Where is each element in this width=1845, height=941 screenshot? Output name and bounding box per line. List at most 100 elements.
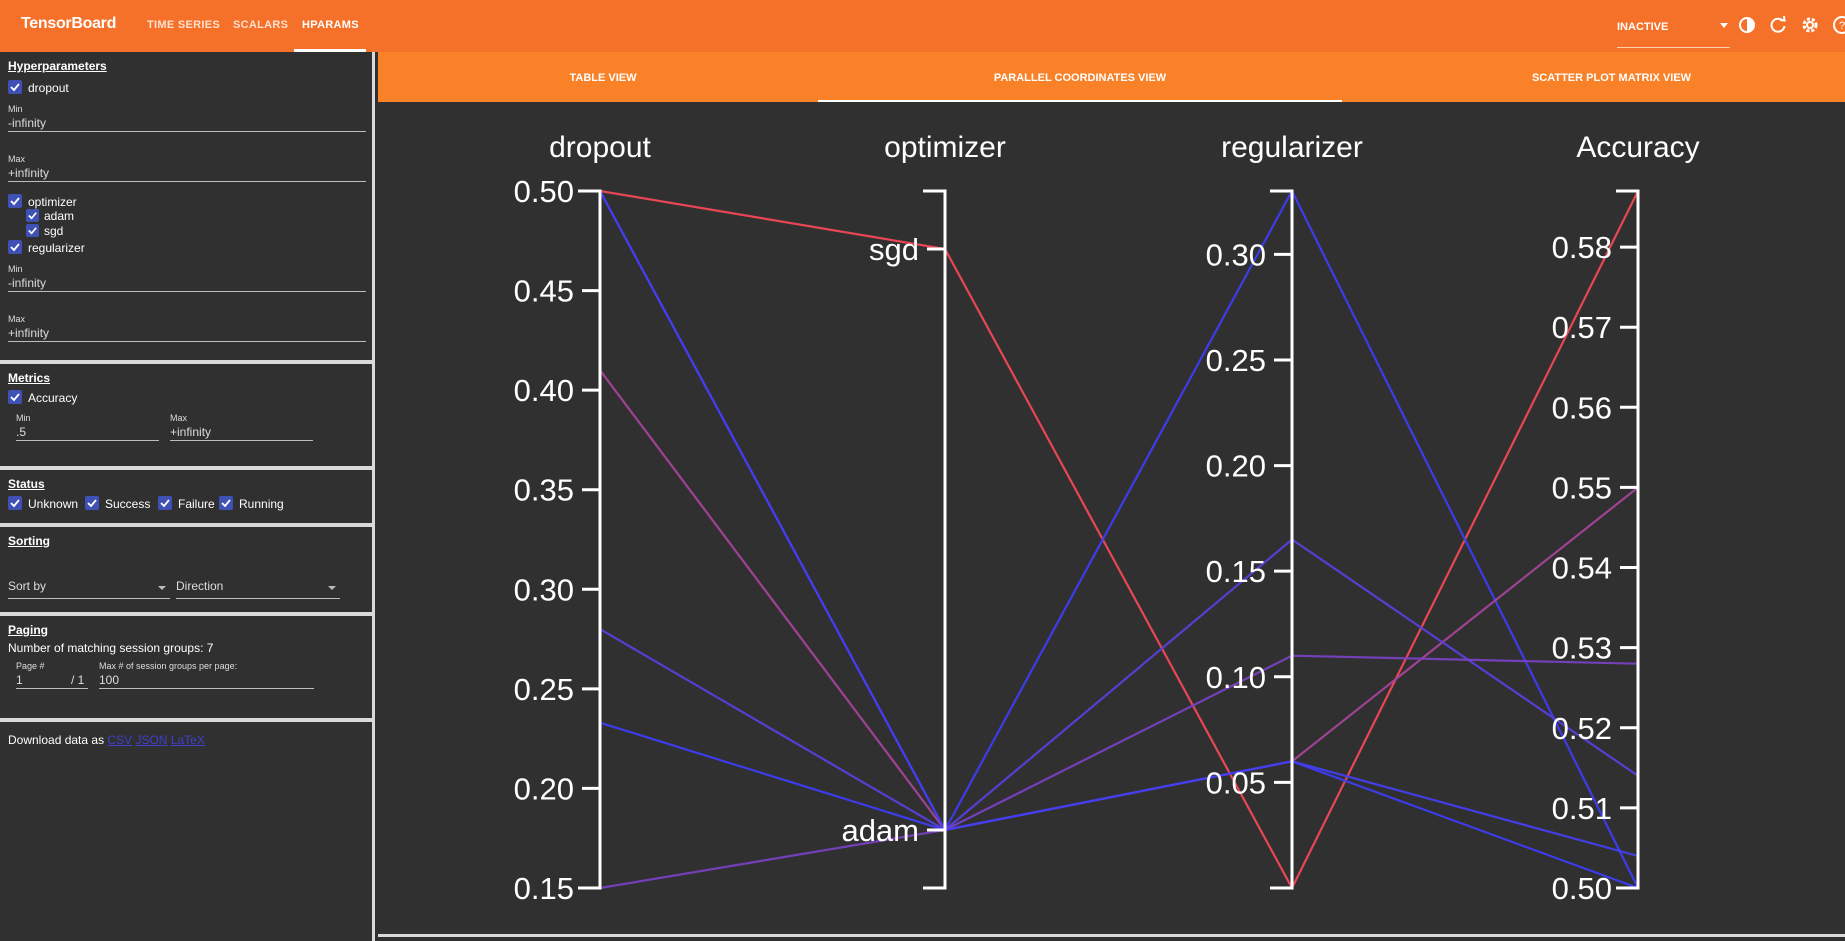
- nav-tab-scalars[interactable]: SCALARS: [233, 19, 289, 31]
- tab-scatter-plot-matrix-view[interactable]: SCATTER PLOT MATRIX VIEW: [1531, 72, 1692, 84]
- dropout-min-field[interactable]: -infinity: [8, 114, 366, 132]
- tab-parallel-coordinates-view[interactable]: PARALLEL COORDINATES VIEW: [993, 72, 1167, 84]
- accuracy-checkbox[interactable]: [8, 390, 22, 404]
- optimizer-label: optimizer: [28, 195, 77, 209]
- paging-title: Paging: [8, 623, 49, 637]
- status-failure-checkbox[interactable]: [158, 496, 172, 510]
- optimizer-sgd-label: sgd: [44, 224, 64, 238]
- axis-accuracy[interactable]: Accuracy 0.58 0.57 0.56 0.55 0.54 0.53 0.52 0.51…: [1552, 131, 1700, 906]
- status-unknown-label: Unknown: [28, 497, 79, 511]
- optimizer-sgd-checkbox[interactable]: [26, 224, 39, 237]
- sort-by-select[interactable]: Sort by: [8, 579, 170, 599]
- tick-label: 0.20: [1206, 449, 1266, 484]
- axis-dropout[interactable]: dropout 0.50 0.45 0.40 0.35 0.30 0.25 0.20 0.15: [514, 131, 652, 906]
- gear-icon[interactable]: [1799, 14, 1821, 36]
- bottom-divider: [378, 934, 1845, 937]
- filter-sidebar: Hyperparameters dropout Min -infinity Ma…: [0, 52, 375, 941]
- regularizer-max-label: Max: [8, 314, 26, 324]
- axis-title: Accuracy: [1576, 131, 1699, 164]
- axis-line: [1616, 189, 1640, 890]
- axis-regularizer[interactable]: regularizer 0.30 0.25 0.20 0.15 0.10 0.05: [1206, 131, 1363, 890]
- tick-label: 0.10: [1206, 660, 1266, 695]
- tab-table-view[interactable]: TABLE VIEW: [569, 72, 637, 84]
- session-line[interactable]: [599, 538, 1639, 832]
- theme-toggle-icon[interactable]: [1736, 14, 1758, 36]
- download-csv-link[interactable]: CSV: [107, 733, 133, 747]
- download-latex-link[interactable]: LaTeX: [170, 733, 205, 747]
- session-line[interactable]: [599, 654, 1639, 890]
- tick-label: 0.57: [1552, 310, 1612, 345]
- top-app-bar: TensorBoard TIME SERIES SCALARS HPARAMS …: [0, 0, 1845, 52]
- tick-label: 0.52: [1552, 711, 1612, 746]
- dropout-checkbox[interactable]: [8, 80, 22, 94]
- tick-label: 0.54: [1552, 551, 1612, 586]
- optimizer-adam-checkbox[interactable]: [26, 209, 39, 222]
- dropout-min-label: Min: [8, 104, 23, 114]
- active-view-indicator: [818, 100, 1342, 102]
- session-line[interactable]: [599, 369, 1639, 832]
- axis-title: regularizer: [1221, 131, 1363, 164]
- dropout-max-field[interactable]: +infinity: [8, 164, 366, 182]
- hyperparameters-section: Hyperparameters dropout Min -infinity Ma…: [0, 52, 372, 364]
- tick-label: 0.05: [1206, 765, 1266, 800]
- run-status-value: INACTIVE: [1617, 21, 1669, 33]
- per-page-label: Max # of session groups per page:: [99, 661, 238, 671]
- tick-label: 0.51: [1552, 791, 1612, 826]
- hyperparameters-title: Hyperparameters: [8, 59, 107, 73]
- active-tab-indicator: [294, 49, 366, 52]
- accuracy-max-label: Max: [170, 413, 188, 423]
- session-line[interactable]: [599, 188, 1639, 889]
- accuracy-label: Accuracy: [28, 391, 78, 405]
- page-number-label: Page #: [16, 661, 45, 671]
- page-total: / 1: [71, 673, 85, 687]
- session-line[interactable]: [599, 190, 1639, 858]
- run-status-select[interactable]: INACTIVE: [1617, 14, 1730, 48]
- nav-tab-time-series[interactable]: TIME SERIES: [147, 19, 220, 31]
- session-line[interactable]: [599, 189, 1639, 891]
- download-json-link[interactable]: JSON: [135, 733, 168, 747]
- direction-select[interactable]: Direction: [176, 579, 340, 599]
- direction-value: Direction: [176, 579, 224, 593]
- tick-label: 0.50: [1552, 871, 1612, 906]
- regularizer-min-field[interactable]: -infinity: [8, 274, 366, 292]
- tick-label: 0.50: [514, 174, 574, 209]
- dropout-max-label: Max: [8, 154, 26, 164]
- regularizer-max-field[interactable]: +infinity: [8, 324, 366, 342]
- per-page-field[interactable]: 100: [99, 671, 314, 689]
- tick-label: 0.40: [514, 373, 574, 408]
- regularizer-checkbox[interactable]: [8, 240, 22, 254]
- refresh-icon[interactable]: [1767, 14, 1789, 36]
- svg-text:?: ?: [1839, 20, 1845, 32]
- tick-label: 0.30: [1206, 237, 1266, 272]
- view-tab-bar: TABLE VIEW PARALLEL COORDINATES VIEW SCA…: [378, 52, 1845, 102]
- status-success-label: Success: [105, 497, 151, 511]
- axis-line: [923, 189, 947, 890]
- accuracy-max-field[interactable]: +infinity: [170, 423, 313, 441]
- app-title: TensorBoard: [21, 15, 117, 32]
- dropout-label: dropout: [28, 81, 69, 95]
- sorting-section: Sorting Sort by Direction: [0, 527, 372, 616]
- tick-label: 0.58: [1552, 230, 1612, 265]
- optimizer-adam-label: adam: [44, 209, 75, 223]
- help-icon[interactable]: ?: [1831, 14, 1845, 36]
- chevron-down-icon: [1720, 23, 1728, 28]
- accuracy-min-label: Min: [16, 413, 31, 423]
- status-success-checkbox[interactable]: [85, 496, 99, 510]
- parallel-coordinates-plot[interactable]: dropout 0.50 0.45 0.40 0.35 0.30 0.25 0.20 0.15 o…: [378, 102, 1845, 936]
- optimizer-checkbox[interactable]: [8, 194, 22, 208]
- nav-tab-hparams[interactable]: HPARAMS: [302, 19, 359, 31]
- tick-label: 0.45: [514, 274, 574, 309]
- download-label: Download data as: [8, 733, 105, 747]
- status-unknown-checkbox[interactable]: [8, 496, 22, 510]
- sorting-title: Sorting: [8, 534, 50, 548]
- status-running-checkbox[interactable]: [219, 496, 233, 510]
- session-lines: [599, 188, 1639, 891]
- session-line[interactable]: [599, 721, 1639, 890]
- axis-optimizer[interactable]: optimizer sgd adam: [841, 131, 1006, 890]
- accuracy-min-field[interactable]: .5: [16, 423, 159, 441]
- regularizer-label: regularizer: [28, 241, 85, 255]
- page-number-field[interactable]: 1 / 1: [16, 671, 88, 689]
- axis-title: optimizer: [884, 131, 1006, 164]
- tick-label: adam: [841, 813, 919, 848]
- tick-label: 0.15: [1206, 554, 1266, 589]
